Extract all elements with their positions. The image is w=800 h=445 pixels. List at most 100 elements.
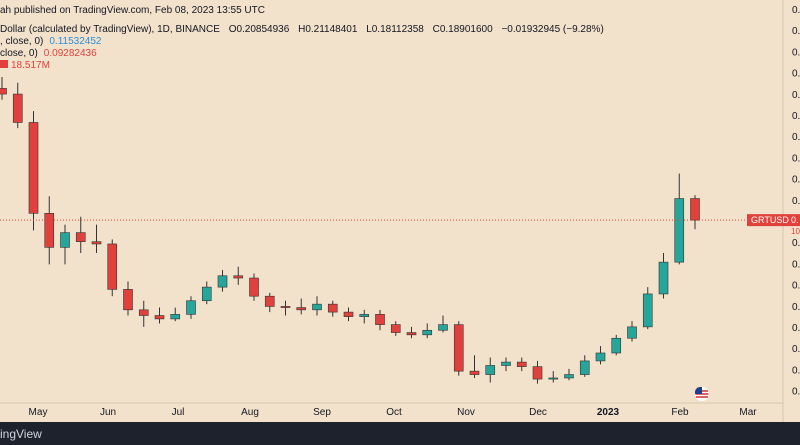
time-tick-label: Nov [457, 407, 475, 418]
volume-swatch [0, 60, 8, 68]
time-tick-label: Oct [386, 407, 402, 418]
candle-body [44, 213, 55, 248]
time-tick-label: Mar [739, 407, 757, 418]
candle-body [390, 324, 401, 333]
high-value: H0.21148401 [298, 24, 358, 35]
candle-body [674, 198, 685, 263]
candle-body [595, 352, 606, 362]
price-tick-label: 0. [792, 69, 800, 80]
price-tick-label: 0. [792, 111, 800, 122]
candle-body [548, 377, 559, 380]
tradingview-logo[interactable]: ingView [0, 427, 42, 441]
candle-body [422, 329, 433, 336]
candle-body [91, 241, 102, 245]
time-tick-label: Feb [671, 407, 689, 418]
open-value: O0.20854936 [228, 24, 290, 35]
price-tick-label: 0. [792, 175, 800, 186]
publish-line: ah published on TradingView.com, Feb 08,… [0, 5, 271, 16]
candle-body [485, 365, 496, 375]
candle-body [627, 326, 637, 339]
change-value: −0.01932945 (−9.28%) [501, 24, 604, 35]
time-tick-label: Sep [313, 407, 331, 418]
candle-body [107, 243, 118, 290]
last-price-value: 0. [791, 215, 799, 225]
candle-body [60, 232, 70, 248]
candle-body [312, 303, 322, 311]
candle-body [469, 370, 480, 375]
ma-legend-1: , close, 0) 0.11532452 [0, 36, 107, 47]
price-chart[interactable]: 0. 0. 0. 0. 0. 0. 0. 0. 0. 0. 0. 0. 0. 0. 0. 0. 0. 0. 0. M… [0, 0, 800, 422]
candle-body [327, 303, 338, 313]
ma2-value: 0.09282436 [43, 48, 97, 59]
price-tick-label: 0. [792, 196, 800, 207]
candle-body [406, 332, 417, 336]
us-flag-icon[interactable] [694, 386, 709, 401]
candle-body [249, 277, 259, 297]
price-tick-label: 0. [792, 302, 800, 313]
time-tick-label: May [29, 407, 48, 418]
price-tick-label: 0. [792, 90, 800, 101]
price-tick-label: 0. [792, 259, 800, 270]
candle-body [12, 93, 23, 123]
candle-body [186, 300, 196, 315]
candle-body [201, 286, 212, 302]
time-tick-label: 2023 [597, 407, 620, 418]
candle-body [579, 360, 590, 375]
candle-body [611, 337, 622, 354]
last-price-countdown: 10 [791, 227, 800, 236]
ma1-label: , close, 0) [0, 36, 44, 47]
price-tick-label: 0. [792, 5, 800, 16]
ohlc-legend: Dollar (calculated by TradingView), 1D, … [0, 24, 610, 35]
candle-body [296, 307, 307, 311]
candle-body [170, 314, 181, 320]
last-price-tag: GRTUSD 0. 10 [747, 214, 800, 236]
ma2-label: close, 0) [0, 48, 38, 59]
candle-body [375, 314, 385, 325]
price-tick-label: 0. [792, 387, 800, 398]
candle-body [233, 275, 244, 279]
symbol-description[interactable]: Dollar (calculated by TradingView), 1D, … [0, 24, 220, 35]
candle-body [28, 122, 39, 214]
candle-body [264, 295, 275, 307]
candle-body [138, 309, 149, 316]
candle-body [532, 366, 543, 380]
price-tick-label: 0. [792, 365, 800, 376]
price-tick-label: 0. [792, 26, 800, 37]
price-tick-label: 0. [792, 281, 800, 292]
price-tick-label: 0. [792, 344, 800, 355]
price-tick-label: 0. [792, 238, 800, 249]
price-tick-label: 0. [792, 132, 800, 143]
candle-body [0, 88, 7, 95]
last-price-symbol: GRTUSD [751, 215, 789, 225]
candle-body [217, 275, 228, 288]
candle-body [154, 315, 165, 320]
publish-info: ah published on TradingView.com, Feb 08,… [0, 5, 265, 16]
volume-value: 18.517M [11, 60, 50, 71]
candle-body [453, 324, 464, 372]
ma1-value: 0.11532452 [49, 36, 102, 47]
time-tick-label: Dec [529, 407, 547, 418]
candle-body [516, 361, 527, 367]
candle-body [438, 324, 448, 331]
time-tick-label: Jun [100, 407, 116, 418]
candlestick-series [0, 77, 700, 384]
candle-body [564, 374, 574, 379]
candle-body [343, 311, 354, 317]
candle-body [501, 361, 511, 366]
candle-body [690, 198, 700, 221]
price-tick-label: 0. [792, 47, 800, 58]
ma-legend-2: close, 0) 0.09282436 [0, 48, 103, 59]
volume-legend: 18.517M [0, 60, 56, 71]
candle-body [658, 261, 669, 295]
candle-body [280, 306, 291, 308]
time-axis[interactable]: May Jun Jul Aug Sep Oct Nov Dec 2023 Feb Mar [29, 407, 758, 418]
footer-bar: ingView [0, 422, 800, 445]
candle-body [642, 293, 653, 328]
candle-body [75, 232, 86, 242]
close-value: C0.18901600 [432, 24, 493, 35]
candle-body [359, 314, 370, 317]
price-tick-label: 0. [792, 323, 800, 334]
time-tick-label: Jul [172, 407, 185, 418]
price-axis[interactable]: 0. 0. 0. 0. 0. 0. 0. 0. 0. 0. 0. 0. 0. 0. 0. 0. 0. 0. 0. [792, 5, 800, 398]
candle-body [123, 289, 133, 311]
